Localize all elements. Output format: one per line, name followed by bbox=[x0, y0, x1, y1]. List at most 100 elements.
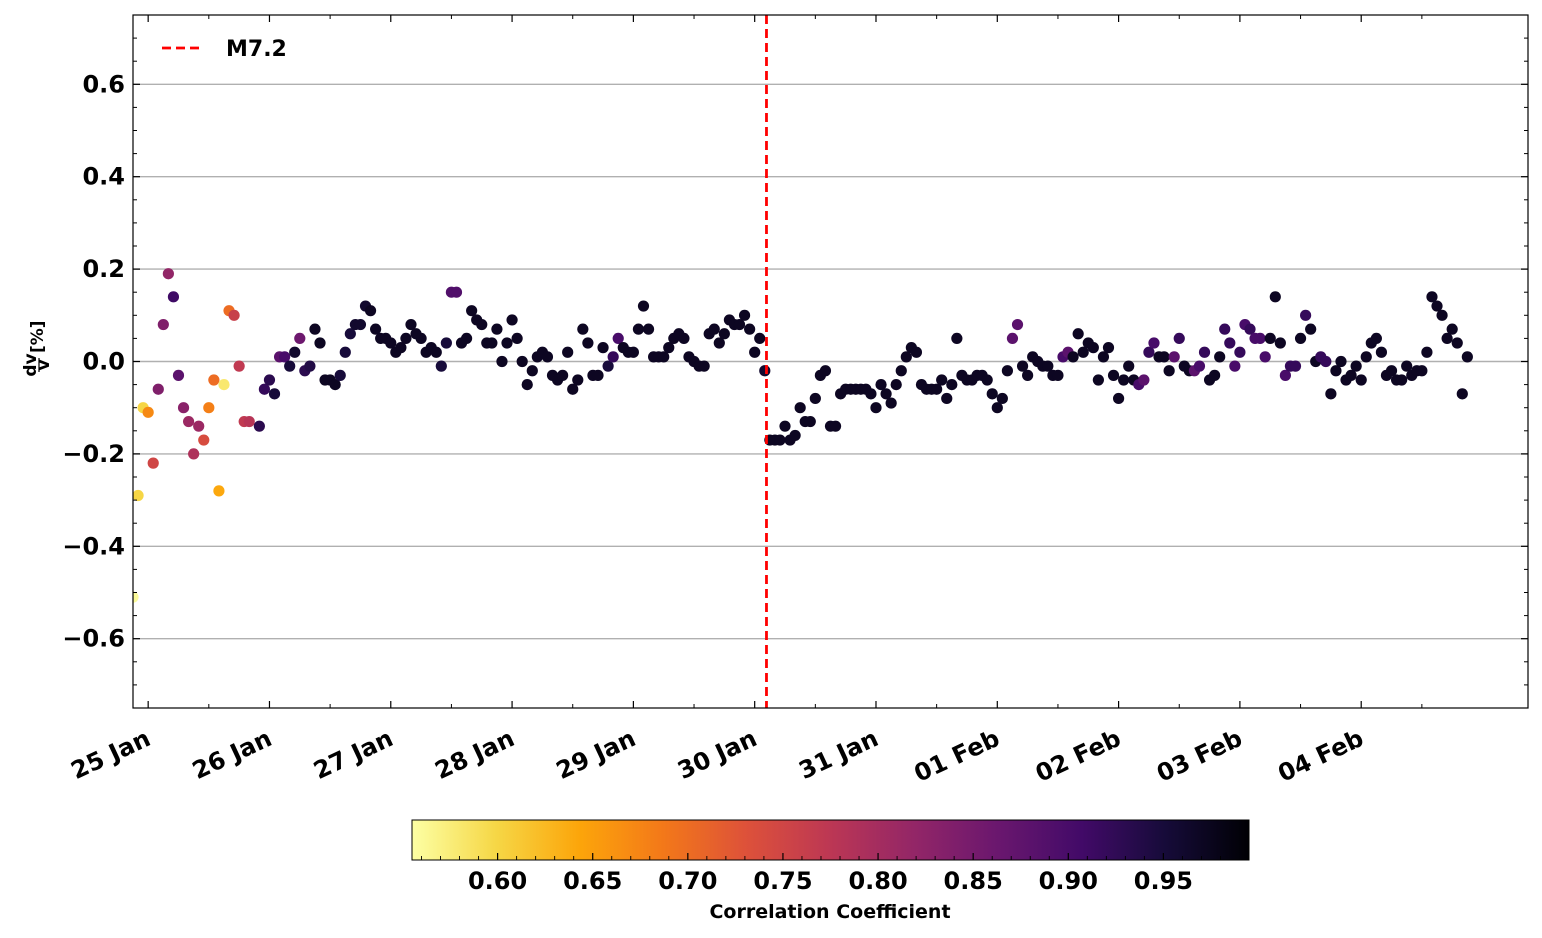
data-point bbox=[289, 346, 301, 358]
data-point bbox=[1305, 323, 1317, 335]
x-tick-labels: 25 Jan 26 Jan 27 Jan 28 Jan 29 Jan 30 Ja… bbox=[67, 724, 1368, 788]
data-point bbox=[1148, 337, 1160, 349]
data-point bbox=[162, 268, 174, 280]
data-point bbox=[733, 318, 746, 331]
data-point bbox=[309, 323, 321, 335]
scatter-points bbox=[133, 268, 1473, 603]
data-point bbox=[738, 309, 751, 321]
data-point bbox=[951, 332, 963, 344]
data-point bbox=[1274, 337, 1286, 349]
data-point bbox=[1279, 369, 1291, 381]
data-point bbox=[1052, 369, 1064, 381]
data-point bbox=[627, 346, 639, 358]
data-point bbox=[1138, 374, 1150, 386]
data-point bbox=[370, 323, 382, 335]
data-point bbox=[941, 392, 953, 405]
data-point bbox=[1067, 351, 1079, 363]
x-tick-label: 01 Feb bbox=[910, 724, 1004, 788]
data-point bbox=[506, 314, 518, 326]
data-point bbox=[1345, 369, 1357, 381]
data-point bbox=[986, 388, 998, 400]
data-point bbox=[304, 360, 316, 372]
data-point bbox=[708, 323, 720, 335]
data-point bbox=[1355, 374, 1367, 386]
axis-ticks bbox=[133, 15, 1528, 708]
data-point bbox=[314, 337, 326, 349]
data-point bbox=[996, 392, 1008, 405]
data-point bbox=[804, 415, 816, 428]
data-point bbox=[450, 286, 463, 298]
data-point bbox=[344, 328, 356, 340]
data-point bbox=[1441, 332, 1453, 344]
data-point bbox=[577, 323, 589, 335]
data-point bbox=[713, 337, 725, 349]
x-tick-label: 04 Feb bbox=[1274, 724, 1368, 788]
colorbar-tick-labels: 0.60 0.65 0.70 0.75 0.80 0.85 0.90 0.95 bbox=[468, 867, 1193, 895]
data-point bbox=[744, 323, 756, 335]
data-point bbox=[1118, 374, 1130, 386]
colorbar-tick-label: 0.60 bbox=[468, 867, 527, 895]
data-point bbox=[435, 360, 447, 372]
data-point bbox=[936, 374, 948, 386]
data-point bbox=[218, 379, 230, 391]
data-point bbox=[658, 351, 670, 363]
data-point bbox=[516, 355, 528, 368]
data-point bbox=[698, 360, 710, 372]
data-point bbox=[1209, 369, 1221, 381]
data-point bbox=[819, 365, 832, 377]
data-point bbox=[829, 420, 842, 432]
data-point bbox=[258, 383, 271, 395]
data-point bbox=[607, 351, 619, 363]
colorbar-tick-label: 0.95 bbox=[1134, 867, 1193, 895]
data-point bbox=[198, 434, 210, 446]
data-point bbox=[364, 305, 377, 317]
y-axis-title: dv v [%] bbox=[21, 320, 54, 376]
y-axis-unit: [%] bbox=[28, 320, 48, 353]
data-point bbox=[294, 332, 306, 344]
data-point bbox=[203, 402, 215, 414]
data-point bbox=[567, 383, 579, 395]
data-point bbox=[354, 318, 367, 331]
data-point bbox=[1431, 300, 1443, 312]
data-point bbox=[895, 365, 907, 377]
data-point bbox=[1214, 351, 1226, 363]
data-point bbox=[1107, 369, 1120, 381]
data-point bbox=[754, 332, 766, 344]
y-tick-labels: −0.6 −0.4 −0.2 0.0 0.2 0.4 0.6 bbox=[62, 70, 125, 652]
data-point bbox=[157, 318, 169, 331]
data-point bbox=[152, 383, 164, 395]
colorbar-label: Correlation Coefficient bbox=[709, 901, 950, 923]
data-point bbox=[1168, 351, 1180, 363]
data-point bbox=[213, 485, 225, 497]
data-point bbox=[1087, 342, 1099, 354]
data-point bbox=[263, 374, 276, 386]
data-point bbox=[501, 337, 513, 349]
data-point bbox=[946, 379, 958, 391]
data-point bbox=[415, 332, 427, 344]
y-tick-label: 0.4 bbox=[82, 163, 125, 191]
y-axis-numerator: dv bbox=[21, 353, 41, 376]
data-point bbox=[1385, 365, 1398, 377]
data-point bbox=[142, 406, 154, 418]
data-point bbox=[1219, 323, 1231, 335]
data-point bbox=[885, 397, 897, 409]
data-point bbox=[208, 374, 220, 386]
data-point bbox=[1224, 337, 1236, 349]
data-point bbox=[253, 420, 265, 432]
colorbar-gradient bbox=[411, 819, 1250, 861]
data-point bbox=[268, 388, 281, 400]
y-tick-label: −0.6 bbox=[62, 625, 125, 653]
y-tick-label: 0.6 bbox=[82, 70, 125, 98]
data-point bbox=[1102, 342, 1115, 354]
data-point bbox=[582, 337, 594, 349]
x-tick-label: 02 Feb bbox=[1031, 724, 1125, 788]
data-point bbox=[1401, 360, 1413, 372]
data-point bbox=[400, 332, 412, 344]
data-point bbox=[1077, 346, 1089, 358]
data-point bbox=[188, 448, 200, 460]
data-point bbox=[1042, 360, 1054, 372]
data-point bbox=[1193, 360, 1206, 372]
y-tick-label: −0.2 bbox=[62, 440, 125, 468]
data-point bbox=[182, 415, 195, 428]
